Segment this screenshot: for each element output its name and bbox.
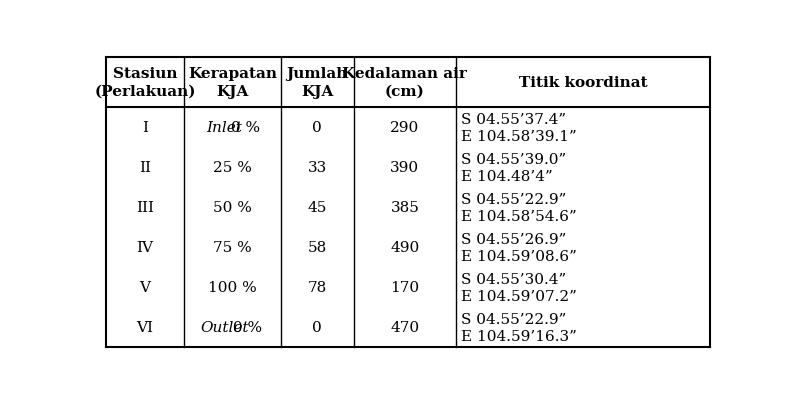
Text: E 104.58’39.1”: E 104.58’39.1”: [461, 130, 577, 144]
Text: S 04.55’22.9”: S 04.55’22.9”: [461, 312, 567, 326]
Text: 0: 0: [312, 321, 322, 335]
Text: 75 %: 75 %: [213, 241, 252, 255]
Text: S 04.55’39.0”: S 04.55’39.0”: [461, 153, 567, 167]
Text: 100 %: 100 %: [209, 281, 257, 295]
Text: 0 %: 0 %: [228, 321, 262, 335]
Text: E 104.59’07.2”: E 104.59’07.2”: [461, 289, 577, 303]
Text: E 104.59’16.3”: E 104.59’16.3”: [461, 329, 577, 343]
Text: Inlet: Inlet: [206, 121, 242, 135]
Text: V: V: [139, 281, 150, 295]
Text: I: I: [142, 121, 148, 135]
Text: 0: 0: [312, 121, 322, 135]
Text: Jumlah: Jumlah: [287, 67, 348, 81]
Text: II: II: [139, 161, 151, 175]
Text: 78: 78: [307, 281, 327, 295]
Text: VI: VI: [136, 321, 154, 335]
Text: (cm): (cm): [385, 85, 425, 98]
Text: 385: 385: [391, 201, 419, 215]
Text: 470: 470: [390, 321, 419, 335]
Text: (Perlakuan): (Perlakuan): [94, 85, 196, 98]
Text: 490: 490: [390, 241, 419, 255]
Text: IV: IV: [136, 241, 154, 255]
Text: E 104.59’08.6”: E 104.59’08.6”: [461, 249, 577, 263]
Text: 33: 33: [307, 161, 327, 175]
Text: KJA: KJA: [217, 85, 249, 98]
Text: 290: 290: [390, 121, 419, 135]
Text: Kedalaman air: Kedalaman air: [342, 67, 467, 81]
Text: 25 %: 25 %: [213, 161, 252, 175]
Text: 58: 58: [307, 241, 327, 255]
Text: Outlet: Outlet: [200, 321, 248, 335]
Text: 50 %: 50 %: [213, 201, 252, 215]
Text: III: III: [136, 201, 154, 215]
Text: 0 %: 0 %: [226, 121, 260, 135]
Text: KJA: KJA: [301, 85, 334, 98]
Text: E 104.58’54.6”: E 104.58’54.6”: [461, 209, 577, 223]
Text: S 04.55’26.9”: S 04.55’26.9”: [461, 233, 567, 247]
Text: Kerapatan: Kerapatan: [188, 67, 277, 81]
Text: 390: 390: [390, 161, 419, 175]
Text: 45: 45: [307, 201, 327, 215]
Text: E 104.48’4”: E 104.48’4”: [461, 169, 553, 183]
Text: 170: 170: [390, 281, 419, 295]
Text: Stasiun: Stasiun: [113, 67, 178, 81]
Text: S 04.55’30.4”: S 04.55’30.4”: [461, 272, 567, 286]
Text: S 04.55’37.4”: S 04.55’37.4”: [461, 113, 566, 127]
Text: S 04.55’22.9”: S 04.55’22.9”: [461, 192, 567, 207]
Text: Titik koordinat: Titik koordinat: [519, 76, 648, 90]
